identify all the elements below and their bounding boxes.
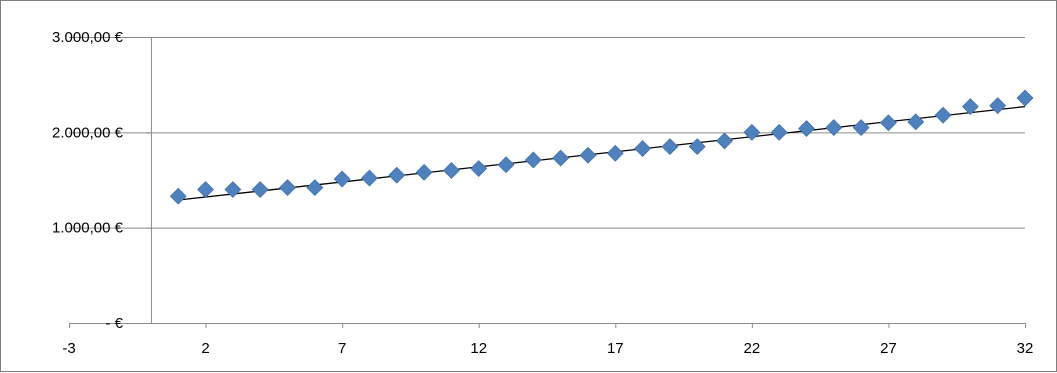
- data-point: [934, 106, 952, 124]
- data-point: [169, 187, 187, 205]
- data-point: [907, 113, 925, 131]
- data-point: [224, 181, 242, 198]
- data-point: [989, 97, 1007, 115]
- data-point: [388, 166, 406, 184]
- data-point: [825, 119, 843, 136]
- x-tick-label: 17: [607, 340, 624, 357]
- x-tick-label: 2: [201, 340, 209, 357]
- data-point: [798, 120, 815, 137]
- data-point: [470, 160, 488, 177]
- data-point: [961, 98, 979, 116]
- x-tick-label: -3: [62, 340, 75, 357]
- linear-trendline: [178, 105, 1026, 201]
- y-tick-label: 3.000,00 €: [52, 29, 124, 46]
- data-point: [743, 123, 761, 141]
- data-point: [361, 169, 378, 187]
- data-point: [1016, 89, 1034, 107]
- data-point: [606, 144, 624, 162]
- data-point: [442, 162, 460, 179]
- tick-labels: -3 2 7 12 17 22 27 32- €1.000,00 €2.000,00 €3.0…: [52, 29, 1033, 357]
- data-point: [279, 179, 296, 197]
- x-tick-label: 27: [880, 340, 897, 357]
- data-points: [169, 89, 1034, 205]
- data-point: [333, 170, 351, 188]
- x-tick-label: 7: [338, 340, 346, 357]
- data-point: [552, 149, 570, 167]
- y-tick-label: - €: [105, 315, 123, 332]
- data-point: [661, 138, 679, 156]
- data-point: [770, 123, 788, 141]
- data-point: [306, 179, 324, 197]
- trendline-layer: [178, 105, 1026, 201]
- data-point: [852, 119, 870, 136]
- x-tick-label: 32: [1017, 340, 1034, 357]
- x-tick-label: 12: [470, 340, 487, 357]
- data-point: [524, 151, 542, 169]
- data-point: [497, 156, 515, 174]
- y-tick-label: 2.000,00 €: [52, 124, 124, 141]
- gridlines: [69, 37, 1025, 229]
- data-point: [197, 181, 214, 198]
- y-tick-label: 1.000,00 €: [52, 220, 124, 237]
- data-point: [579, 146, 597, 164]
- data-point: [415, 163, 433, 181]
- data-point: [716, 132, 733, 150]
- data-point: [634, 140, 652, 157]
- x-tick-label: 22: [744, 340, 761, 357]
- data-point: [880, 114, 897, 132]
- data-point: [688, 138, 706, 156]
- data-point: [251, 181, 269, 198]
- axes: [69, 37, 1026, 328]
